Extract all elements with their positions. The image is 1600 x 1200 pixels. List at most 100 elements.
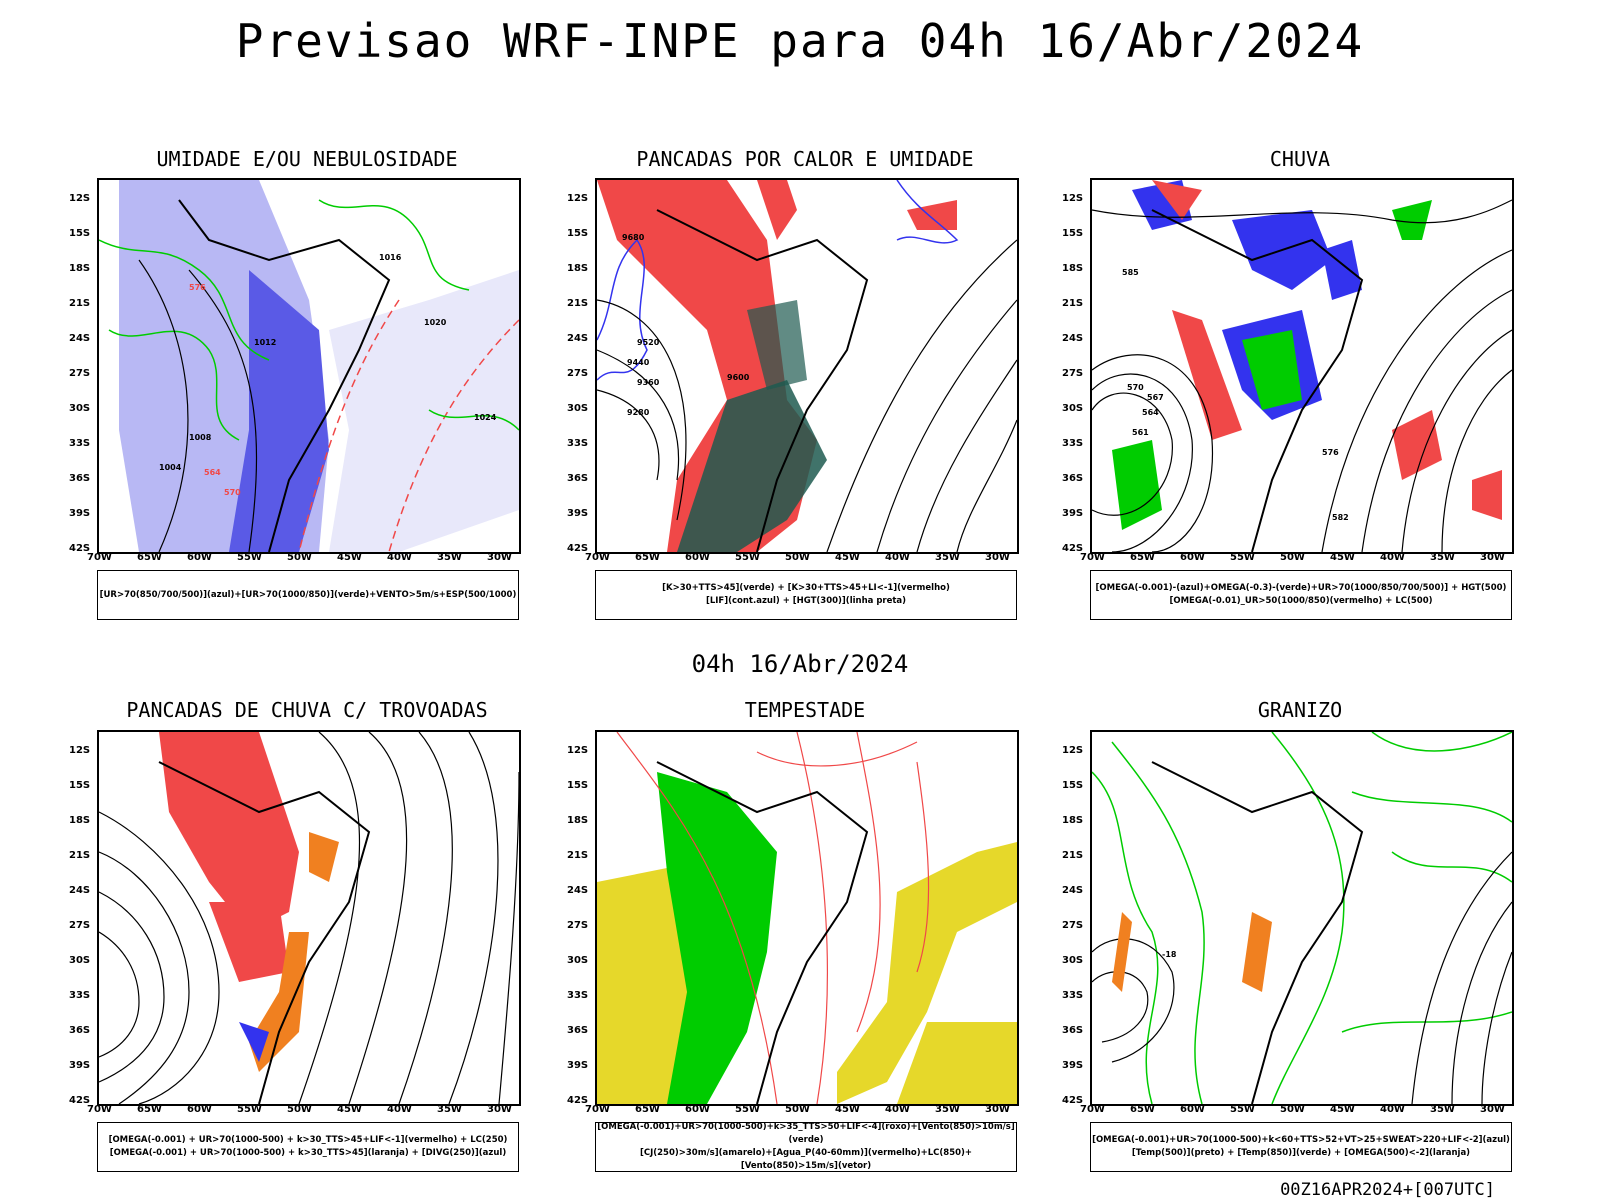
lon-tick-label: 45W [835,552,860,563]
contour-label: 9280 [627,408,650,417]
lat-tick-label: 12S [1062,745,1084,756]
contour-label: 564 [204,468,221,477]
panel-4-title: PANCADAS DE CHUVA C/ TROVOADAS [126,698,488,722]
lon-tick-label: 35W [1430,1104,1455,1115]
contour-label: 9680 [622,233,645,242]
lon-tick-label: 45W [1330,552,1355,563]
panel-2-title: PANCADAS POR CALOR E UMIDADE [636,147,974,171]
lon-tick-label: 60W [187,552,212,563]
legend-line: [CJ(250)>30m/s](amarelo)+[Agua_P(40-60mm… [639,1148,973,1171]
contour-label: 9520 [637,338,660,347]
lon-tick-label: 30W [985,1104,1010,1115]
lat-tick-label: 27S [1062,920,1084,931]
valid-time-title: 04h 16/Abr/2024 [691,650,909,678]
lat-tick-label: 21S [567,850,589,861]
map-panel-trovoadas [97,730,521,1106]
lat-tick-label: 15S [1062,780,1084,791]
lat-tick-label: 36S [1062,1025,1084,1036]
lon-tick-label: 65W [1130,552,1155,563]
lat-tick-label: 21S [1062,850,1084,861]
lat-tick-label: 30S [1062,955,1084,966]
lon-tick-label: 35W [935,1104,960,1115]
lat-tick-label: 12S [69,745,91,756]
map-panel-granizo: -18 [1090,730,1514,1106]
contour-label: 570 [224,488,241,497]
contour-label: 1008 [189,433,212,442]
panel-5-legend: [OMEGA(-0.001)+UR>70(1000-500)+k>35_TTS>… [595,1122,1017,1172]
lon-tick-label: 35W [437,552,462,563]
lon-tick-label: 50W [287,552,312,563]
lon-tick-label: 70W [87,552,112,563]
lat-tick-label: 42S [1062,1095,1084,1106]
lat-tick-label: 21S [69,298,91,309]
lon-tick-label: 60W [685,552,710,563]
lon-tick-label: 50W [785,552,810,563]
lat-tick-label: 33S [567,990,589,1001]
panel-3-title: CHUVA [1269,147,1331,171]
lon-tick-label: 60W [1180,1104,1205,1115]
lat-tick-label: 39S [69,508,91,519]
lon-tick-label: 35W [437,1104,462,1115]
lon-tick-label: 55W [237,552,262,563]
lon-tick-label: 45W [337,552,362,563]
contour-label: 9600 [727,373,750,382]
contour-label: 1020 [424,318,447,327]
lat-tick-label: 30S [69,955,91,966]
lat-tick-label: 36S [69,1025,91,1036]
lat-tick-label: 24S [567,333,589,344]
lat-tick-label: 24S [69,885,91,896]
lon-tick-label: 35W [1430,552,1455,563]
panel-4-legend: [OMEGA(-0.001) + UR>70(1000-500) + k>30_… [97,1122,519,1172]
lon-tick-label: 60W [1180,552,1205,563]
lat-tick-label: 15S [567,228,589,239]
contour-label: -18 [1162,950,1177,959]
lat-tick-label: 36S [1062,473,1084,484]
lon-tick-label: 40W [387,552,412,563]
lat-tick-label: 15S [1062,228,1084,239]
lat-tick-label: 21S [1062,298,1084,309]
lat-tick-label: 27S [567,920,589,931]
page-title: Previsao WRF-INPE para 04h 16/Abr/2024 [235,14,1365,68]
lon-tick-label: 70W [1080,552,1105,563]
panel-3-legend: [OMEGA(-0.001)-(azul)+OMEGA(-0.3)-(verde… [1090,570,1512,620]
lat-tick-label: 18S [1062,263,1084,274]
lat-tick-label: 21S [69,850,91,861]
lat-tick-label: 15S [69,228,91,239]
contour-label: 582 [1332,513,1349,522]
contour-label: 576 [189,283,206,292]
lat-tick-label: 12S [69,193,91,204]
legend-line: [OMEGA(-0.01)_UR>50(1000/850)(vermelho) … [1169,596,1433,606]
lon-tick-label: 65W [635,552,660,563]
lon-tick-label: 30W [1480,1104,1505,1115]
lon-tick-label: 65W [1130,1104,1155,1115]
contour-label: 9440 [627,358,650,367]
lon-tick-label: 65W [137,1104,162,1115]
lon-tick-label: 40W [885,1104,910,1115]
lat-tick-label: 36S [567,473,589,484]
lat-tick-label: 24S [567,885,589,896]
contour-label: 1012 [254,338,276,347]
run-stamp: 00Z16APR2024+[007UTC] [1280,1180,1495,1200]
lat-tick-label: 18S [69,815,91,826]
contour-label: 567 [1147,393,1164,402]
lon-tick-label: 70W [1080,1104,1105,1115]
legend-line: [OMEGA(-0.001) + UR>70(1000-500) + k>30_… [109,1148,507,1158]
map-panel-chuva: 582 576 570 567 564 561 585 [1090,178,1514,554]
lon-tick-label: 40W [1380,552,1405,563]
lat-tick-label: 30S [567,955,589,966]
lat-tick-label: 18S [567,263,589,274]
legend-line: [K>30+TTS>45](verde) + [K>30+TTS>45+LI<-… [662,583,950,593]
lat-tick-label: 21S [567,298,589,309]
lon-tick-label: 50W [785,1104,810,1115]
lon-tick-label: 65W [137,552,162,563]
lat-tick-label: 27S [69,920,91,931]
lat-tick-label: 24S [1062,333,1084,344]
lat-tick-label: 39S [1062,508,1084,519]
lat-tick-label: 15S [69,780,91,791]
lat-tick-label: 39S [1062,1060,1084,1071]
lon-tick-label: 30W [985,552,1010,563]
panel-1-title: UMIDADE E/OU NEBULOSIDADE [156,147,458,171]
contour-label: 561 [1132,428,1149,437]
lat-tick-label: 42S [1062,543,1084,554]
lon-tick-label: 45W [337,1104,362,1115]
